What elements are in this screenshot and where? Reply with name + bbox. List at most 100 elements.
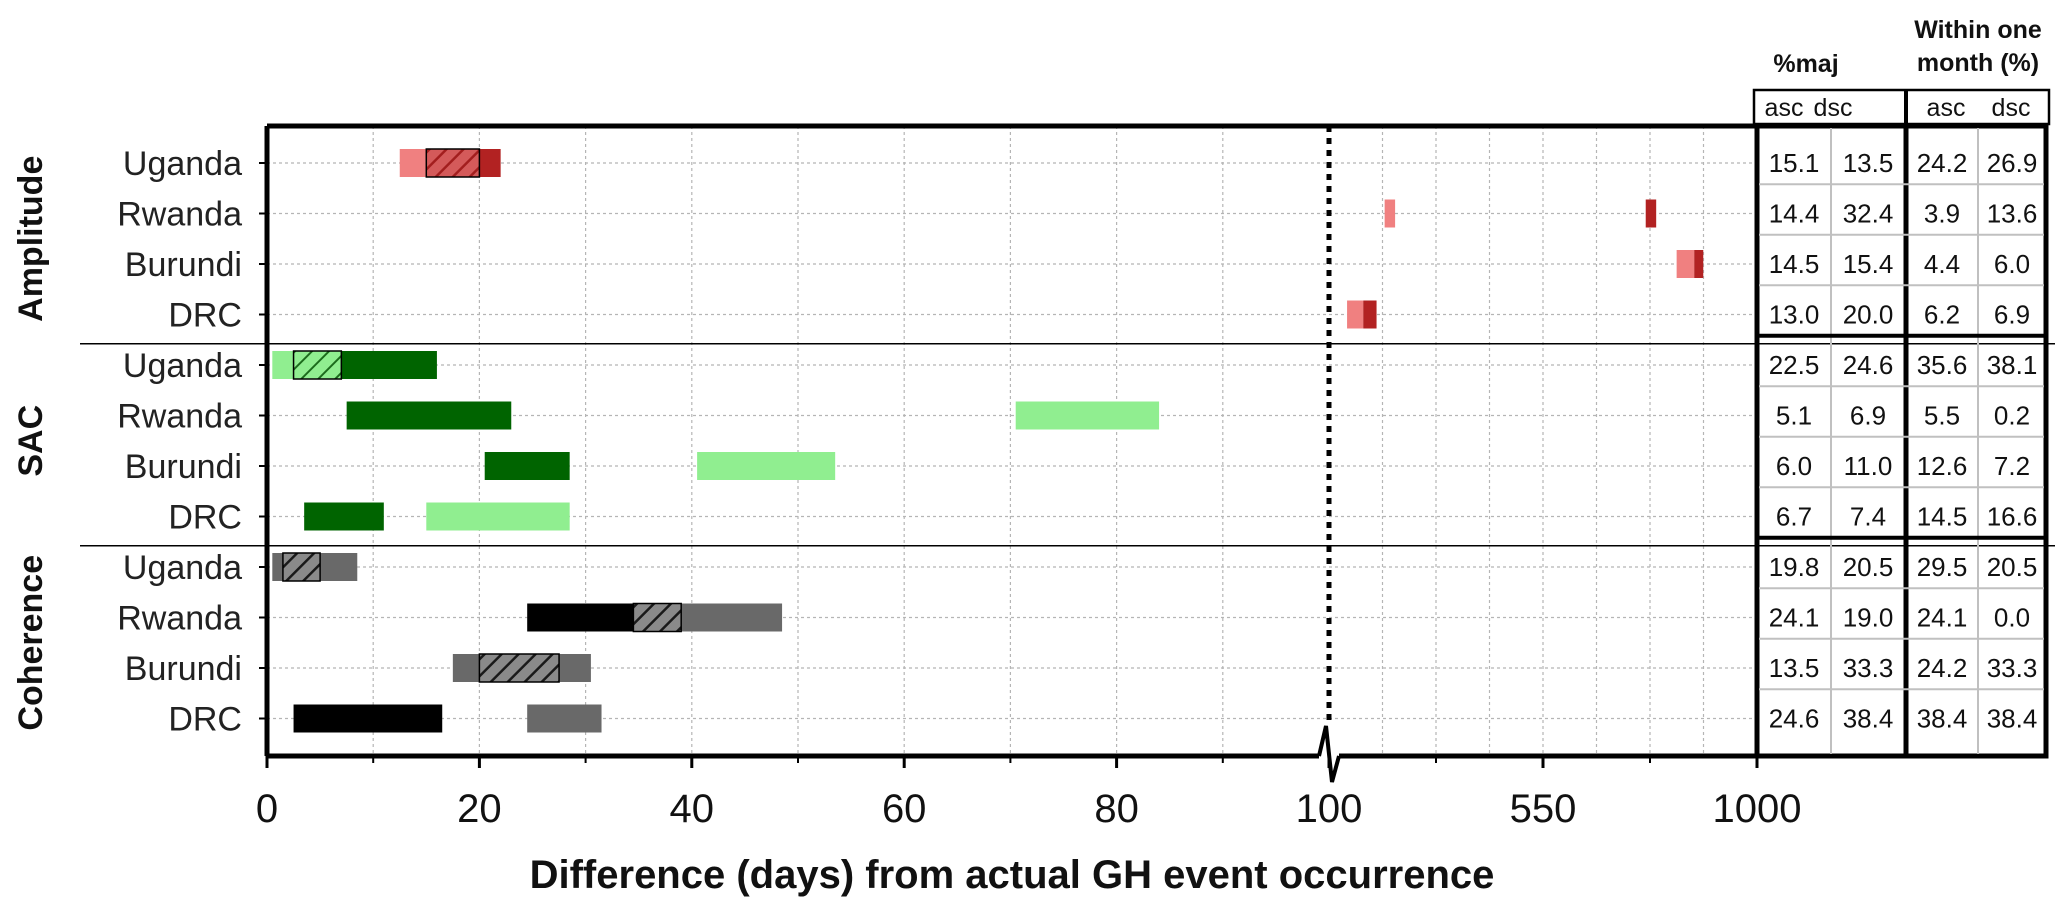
range-bar-light: [1015, 401, 1160, 430]
row-label: Uganda: [123, 347, 242, 385]
table-cell: 38.1: [1987, 350, 2038, 380]
x-tick-label: 0: [256, 787, 278, 831]
table-cell: 14.5: [1769, 249, 1820, 279]
table-body-frame: [1754, 123, 2049, 759]
table-cell: 4.4: [1924, 249, 1960, 279]
row-label: Rwanda: [117, 196, 242, 234]
range-bar-overlap-hatched: [632, 602, 682, 633]
table-cell: 33.3: [1987, 653, 2038, 683]
range-bar-overlap-hatched: [292, 350, 343, 380]
row-label: DRC: [168, 297, 242, 335]
x-tick-label: 1000: [1713, 787, 1802, 831]
range-bar-light: [272, 351, 294, 379]
range-bar-dark: [293, 704, 443, 733]
range-bar-dark: [346, 401, 512, 430]
range-bar-light: [399, 149, 427, 177]
table-cell: 24.6: [1843, 350, 1894, 380]
table-cell: 5.5: [1924, 401, 1960, 431]
table-cell: 0.0: [1994, 603, 2030, 633]
table-cell: 38.4: [1843, 704, 1894, 734]
table-cell: 6.9: [1994, 300, 2030, 330]
table-cell: 6.7: [1776, 502, 1812, 532]
row-label: Rwanda: [117, 600, 242, 638]
x-tick-label: 100: [1296, 787, 1363, 831]
table-cell: 20.5: [1987, 552, 2038, 582]
table-cell: 6.2: [1924, 300, 1960, 330]
table-cell: 6.9: [1850, 401, 1886, 431]
table-cell: 24.1: [1917, 603, 1968, 633]
row-label: Burundi: [125, 246, 242, 284]
row-label: Rwanda: [117, 398, 242, 436]
row-label: Burundi: [125, 650, 242, 688]
row-label: DRC: [168, 701, 242, 739]
table-cell: 38.4: [1987, 704, 2038, 734]
group-label: Coherence: [12, 555, 50, 731]
range-bar-light: [1347, 300, 1364, 329]
table-cell: 38.4: [1917, 704, 1968, 734]
row-label: Uganda: [123, 549, 242, 587]
table-cell: 13.5: [1843, 148, 1894, 178]
axis-break-zigzag: [1317, 725, 1341, 783]
table-cell: 7.2: [1994, 451, 2030, 481]
range-bar-dark: [1694, 250, 1704, 278]
range-bar-light: [1384, 199, 1396, 228]
table-cell: 7.4: [1850, 502, 1886, 532]
table-cell: 13.5: [1769, 653, 1820, 683]
range-bar-dark: [304, 502, 384, 531]
row-label: DRC: [168, 499, 242, 537]
table-cell: 33.3: [1843, 653, 1894, 683]
range-bar-light: [527, 704, 602, 733]
range-bar-dark: [1363, 300, 1377, 329]
table-subheader: asc: [1927, 94, 1966, 122]
range-bar-light: [426, 502, 570, 531]
range-bar-overlap-hatched: [478, 653, 560, 683]
table-cell: 26.9: [1987, 148, 2038, 178]
table-cell: 15.1: [1769, 148, 1820, 178]
table-cell: 11.0: [1844, 451, 1893, 481]
bars: [272, 148, 1704, 733]
table-cell: 14.5: [1917, 502, 1968, 532]
x-tick-label: 80: [1094, 787, 1139, 831]
table-cell: 24.6: [1769, 704, 1820, 734]
table-cell: 24.2: [1917, 653, 1968, 683]
table-cell: 20.0: [1843, 300, 1894, 330]
labels: Uganda Rwanda Burundi DRC Amplitude Uganda Rwa…: [12, 145, 1801, 897]
group-label: SAC: [12, 405, 50, 477]
range-bar-light: [1676, 250, 1695, 278]
table-cell: 13.0: [1769, 300, 1820, 330]
x-tick-label: 550: [1510, 787, 1577, 831]
table-cell: 29.5: [1917, 552, 1968, 582]
table-cell: 24.1: [1769, 603, 1820, 633]
table-cell: 12.6: [1917, 451, 1968, 481]
range-bar-overlap-hatched: [282, 552, 321, 582]
range-bar-overlap-hatched: [425, 148, 481, 178]
table-cell: 6.0: [1776, 451, 1812, 481]
range-bar-dark: [484, 452, 570, 480]
row-label: Uganda: [123, 145, 242, 183]
table-cell: 14.4: [1769, 199, 1820, 229]
table-header-pct-maj: %maj: [1773, 50, 1838, 78]
range-bar-light: [697, 452, 836, 480]
table-cell: 19.0: [1843, 603, 1894, 633]
table-cell: 3.9: [1924, 199, 1960, 229]
table-cell: 13.6: [1987, 199, 2038, 229]
table-subheader: asc: [1765, 94, 1804, 122]
x-tick-label: 20: [457, 787, 502, 831]
table-subheader: dsc: [1814, 94, 1853, 122]
x-tick-label: 60: [882, 787, 927, 831]
table-cell: 35.6: [1917, 350, 1968, 380]
x-axis-title: Difference (days) from actual GH event o…: [530, 853, 1495, 897]
table-cell: 6.0: [1994, 249, 2030, 279]
table-header-within-month-line1: Within one: [1914, 16, 2042, 44]
table-cell: 15.4: [1843, 249, 1894, 279]
x-tick-label: 40: [670, 787, 715, 831]
table-cell: 5.1: [1776, 401, 1812, 431]
table-cell: 20.5: [1843, 552, 1894, 582]
group-label: Amplitude: [12, 156, 50, 322]
row-label: Burundi: [125, 448, 242, 486]
table-header-within-month-line2: month (%): [1917, 49, 2039, 77]
table-cell: 0.2: [1994, 401, 2030, 431]
range-bar-dark: [1645, 199, 1657, 228]
table-cell: 19.8: [1769, 552, 1820, 582]
